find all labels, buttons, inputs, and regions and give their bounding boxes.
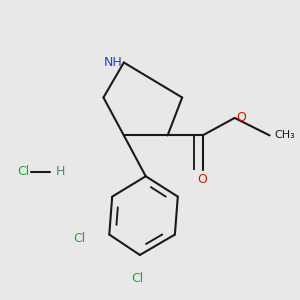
Text: Cl: Cl [131, 272, 143, 286]
Text: NH: NH [103, 56, 122, 69]
Text: O: O [236, 111, 246, 124]
Text: Cl: Cl [74, 232, 86, 245]
Text: O: O [198, 173, 208, 186]
Text: Cl: Cl [17, 165, 29, 178]
Text: CH₃: CH₃ [274, 130, 295, 140]
Text: H: H [55, 165, 65, 178]
